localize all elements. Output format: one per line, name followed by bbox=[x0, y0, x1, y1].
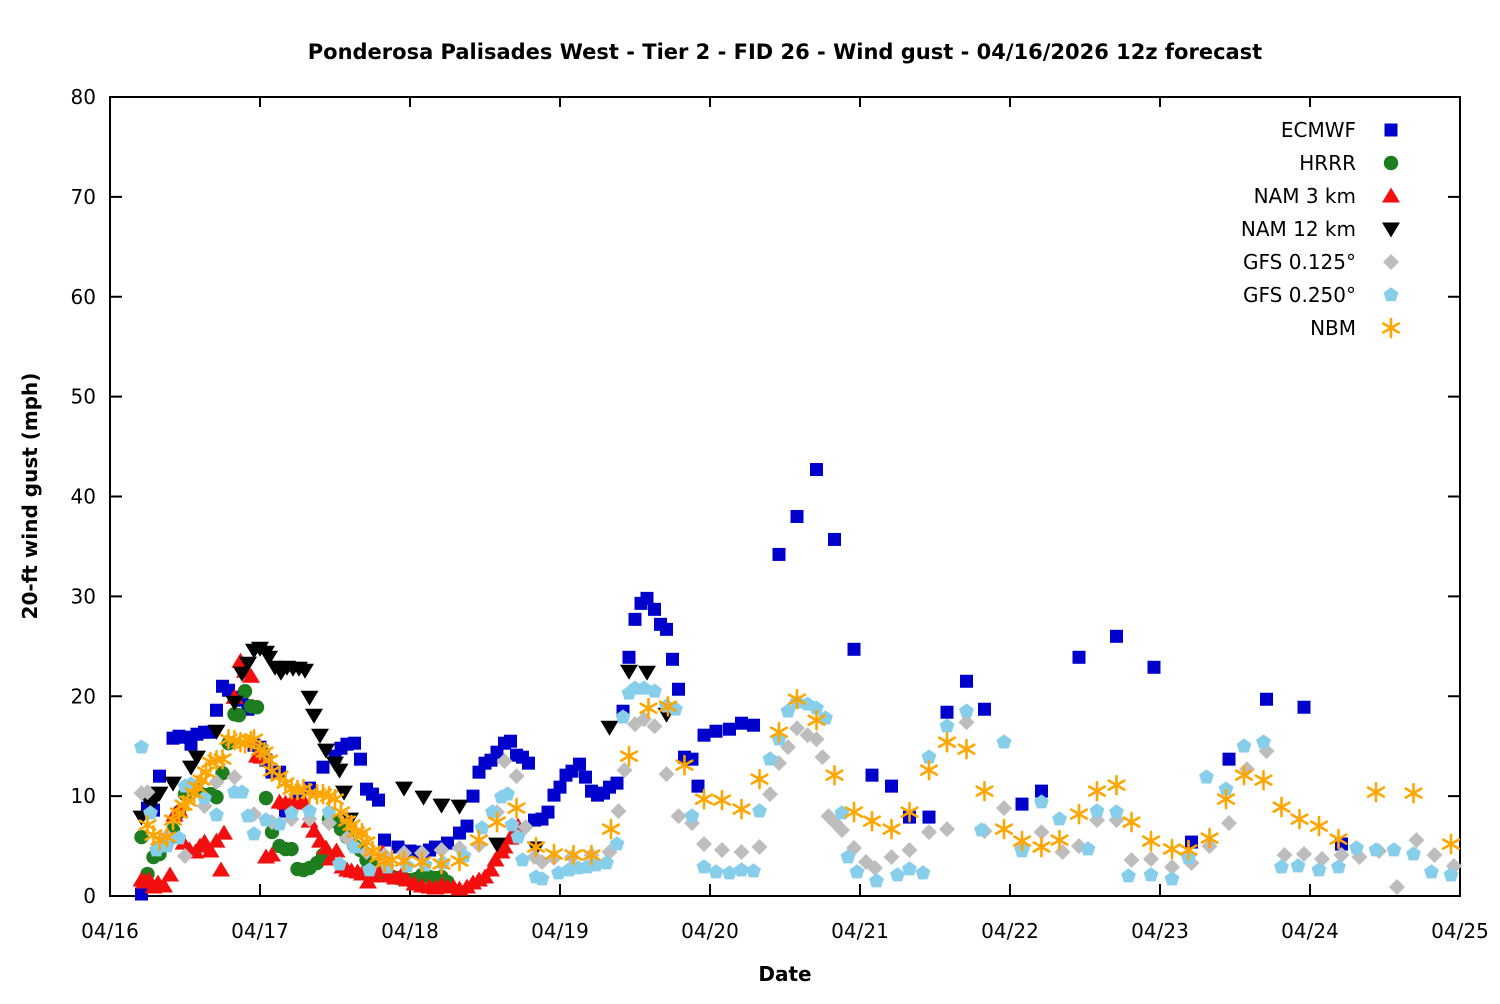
y-axis-label: 20-ft wind gust (mph) bbox=[18, 372, 42, 620]
y-tick-label: 10 bbox=[71, 784, 96, 808]
legend-item-nam3km: NAM 3 km bbox=[1100, 179, 1404, 212]
legend-item-gfs0125: GFS 0.125° bbox=[1100, 245, 1404, 278]
x-tick-label: 04/21 bbox=[831, 919, 889, 943]
x-tick-label: 04/18 bbox=[381, 919, 439, 943]
y-tick-label: 80 bbox=[71, 85, 96, 109]
y-tick-label: 60 bbox=[71, 285, 96, 309]
legend-marker-circle-icon bbox=[1383, 155, 1399, 170]
x-tick-label: 04/23 bbox=[1131, 919, 1189, 943]
y-axis-ticks: 0 10 20 30 40 50 60 70 80 bbox=[71, 85, 1460, 908]
series-nam-12-km-points bbox=[132, 641, 676, 857]
legend-item-hrrr: HRRR bbox=[1100, 146, 1404, 179]
series-gfs-0-125-points bbox=[133, 711, 1462, 896]
x-tick-label: 04/22 bbox=[981, 919, 1039, 943]
legend-item-ecmwf: ECMWF bbox=[1100, 113, 1404, 146]
legend-label-nam12km: NAM 12 km bbox=[1240, 216, 1356, 241]
x-tick-label: 04/24 bbox=[1281, 919, 1339, 943]
legend-item-gfs0250: GFS 0.250° bbox=[1100, 278, 1404, 311]
x-axis-label: Date bbox=[758, 962, 812, 986]
legend-marker-triangle-down-icon bbox=[1382, 222, 1400, 237]
legend-marker-diamond-icon bbox=[1383, 253, 1399, 270]
legend-item-nbm: NBM bbox=[1100, 311, 1404, 344]
y-tick-label: 70 bbox=[71, 185, 96, 209]
legend-label-gfs0125: GFS 0.125° bbox=[1243, 249, 1356, 274]
x-tick-label: 04/20 bbox=[681, 919, 739, 943]
legend-item-nam12km: NAM 12 km bbox=[1100, 212, 1404, 245]
y-tick-label: 30 bbox=[71, 584, 96, 608]
y-tick-label: 20 bbox=[71, 684, 96, 708]
x-axis-ticks: 04/16 04/17 04/18 04/19 04/20 04/21 04/22 04/23… bbox=[81, 97, 1489, 943]
series-nbm-points bbox=[138, 688, 1461, 875]
legend-label-ecmwf: ECMWF bbox=[1280, 117, 1356, 142]
legend-marker-pentagon-icon bbox=[1383, 286, 1399, 301]
series-nam-3-km-points bbox=[132, 652, 527, 896]
x-tick-label: 04/16 bbox=[81, 919, 139, 943]
legend-marker-asterisk-icon bbox=[1381, 317, 1401, 338]
y-tick-label: 50 bbox=[71, 385, 96, 409]
legend-label-gfs0250: GFS 0.250° bbox=[1243, 282, 1356, 307]
legend: ECMWF HRRR NAM 3 km NAM 12 km GFS 0.125°… bbox=[1100, 113, 1404, 344]
x-tick-label: 04/25 bbox=[1431, 919, 1489, 943]
y-tick-label: 0 bbox=[83, 884, 96, 908]
legend-label-nam3km: NAM 3 km bbox=[1253, 183, 1356, 208]
legend-label-nbm: NBM bbox=[1310, 315, 1356, 340]
y-tick-label: 40 bbox=[71, 485, 96, 509]
x-tick-label: 04/19 bbox=[531, 919, 589, 943]
chart-title: Ponderosa Palisades West - Tier 2 - FID … bbox=[307, 40, 1263, 64]
x-tick-label: 04/17 bbox=[231, 919, 289, 943]
legend-marker-triangle-up-icon bbox=[1382, 187, 1400, 202]
legend-label-hrrr: HRRR bbox=[1299, 150, 1356, 175]
legend-marker-square-icon bbox=[1384, 123, 1398, 136]
